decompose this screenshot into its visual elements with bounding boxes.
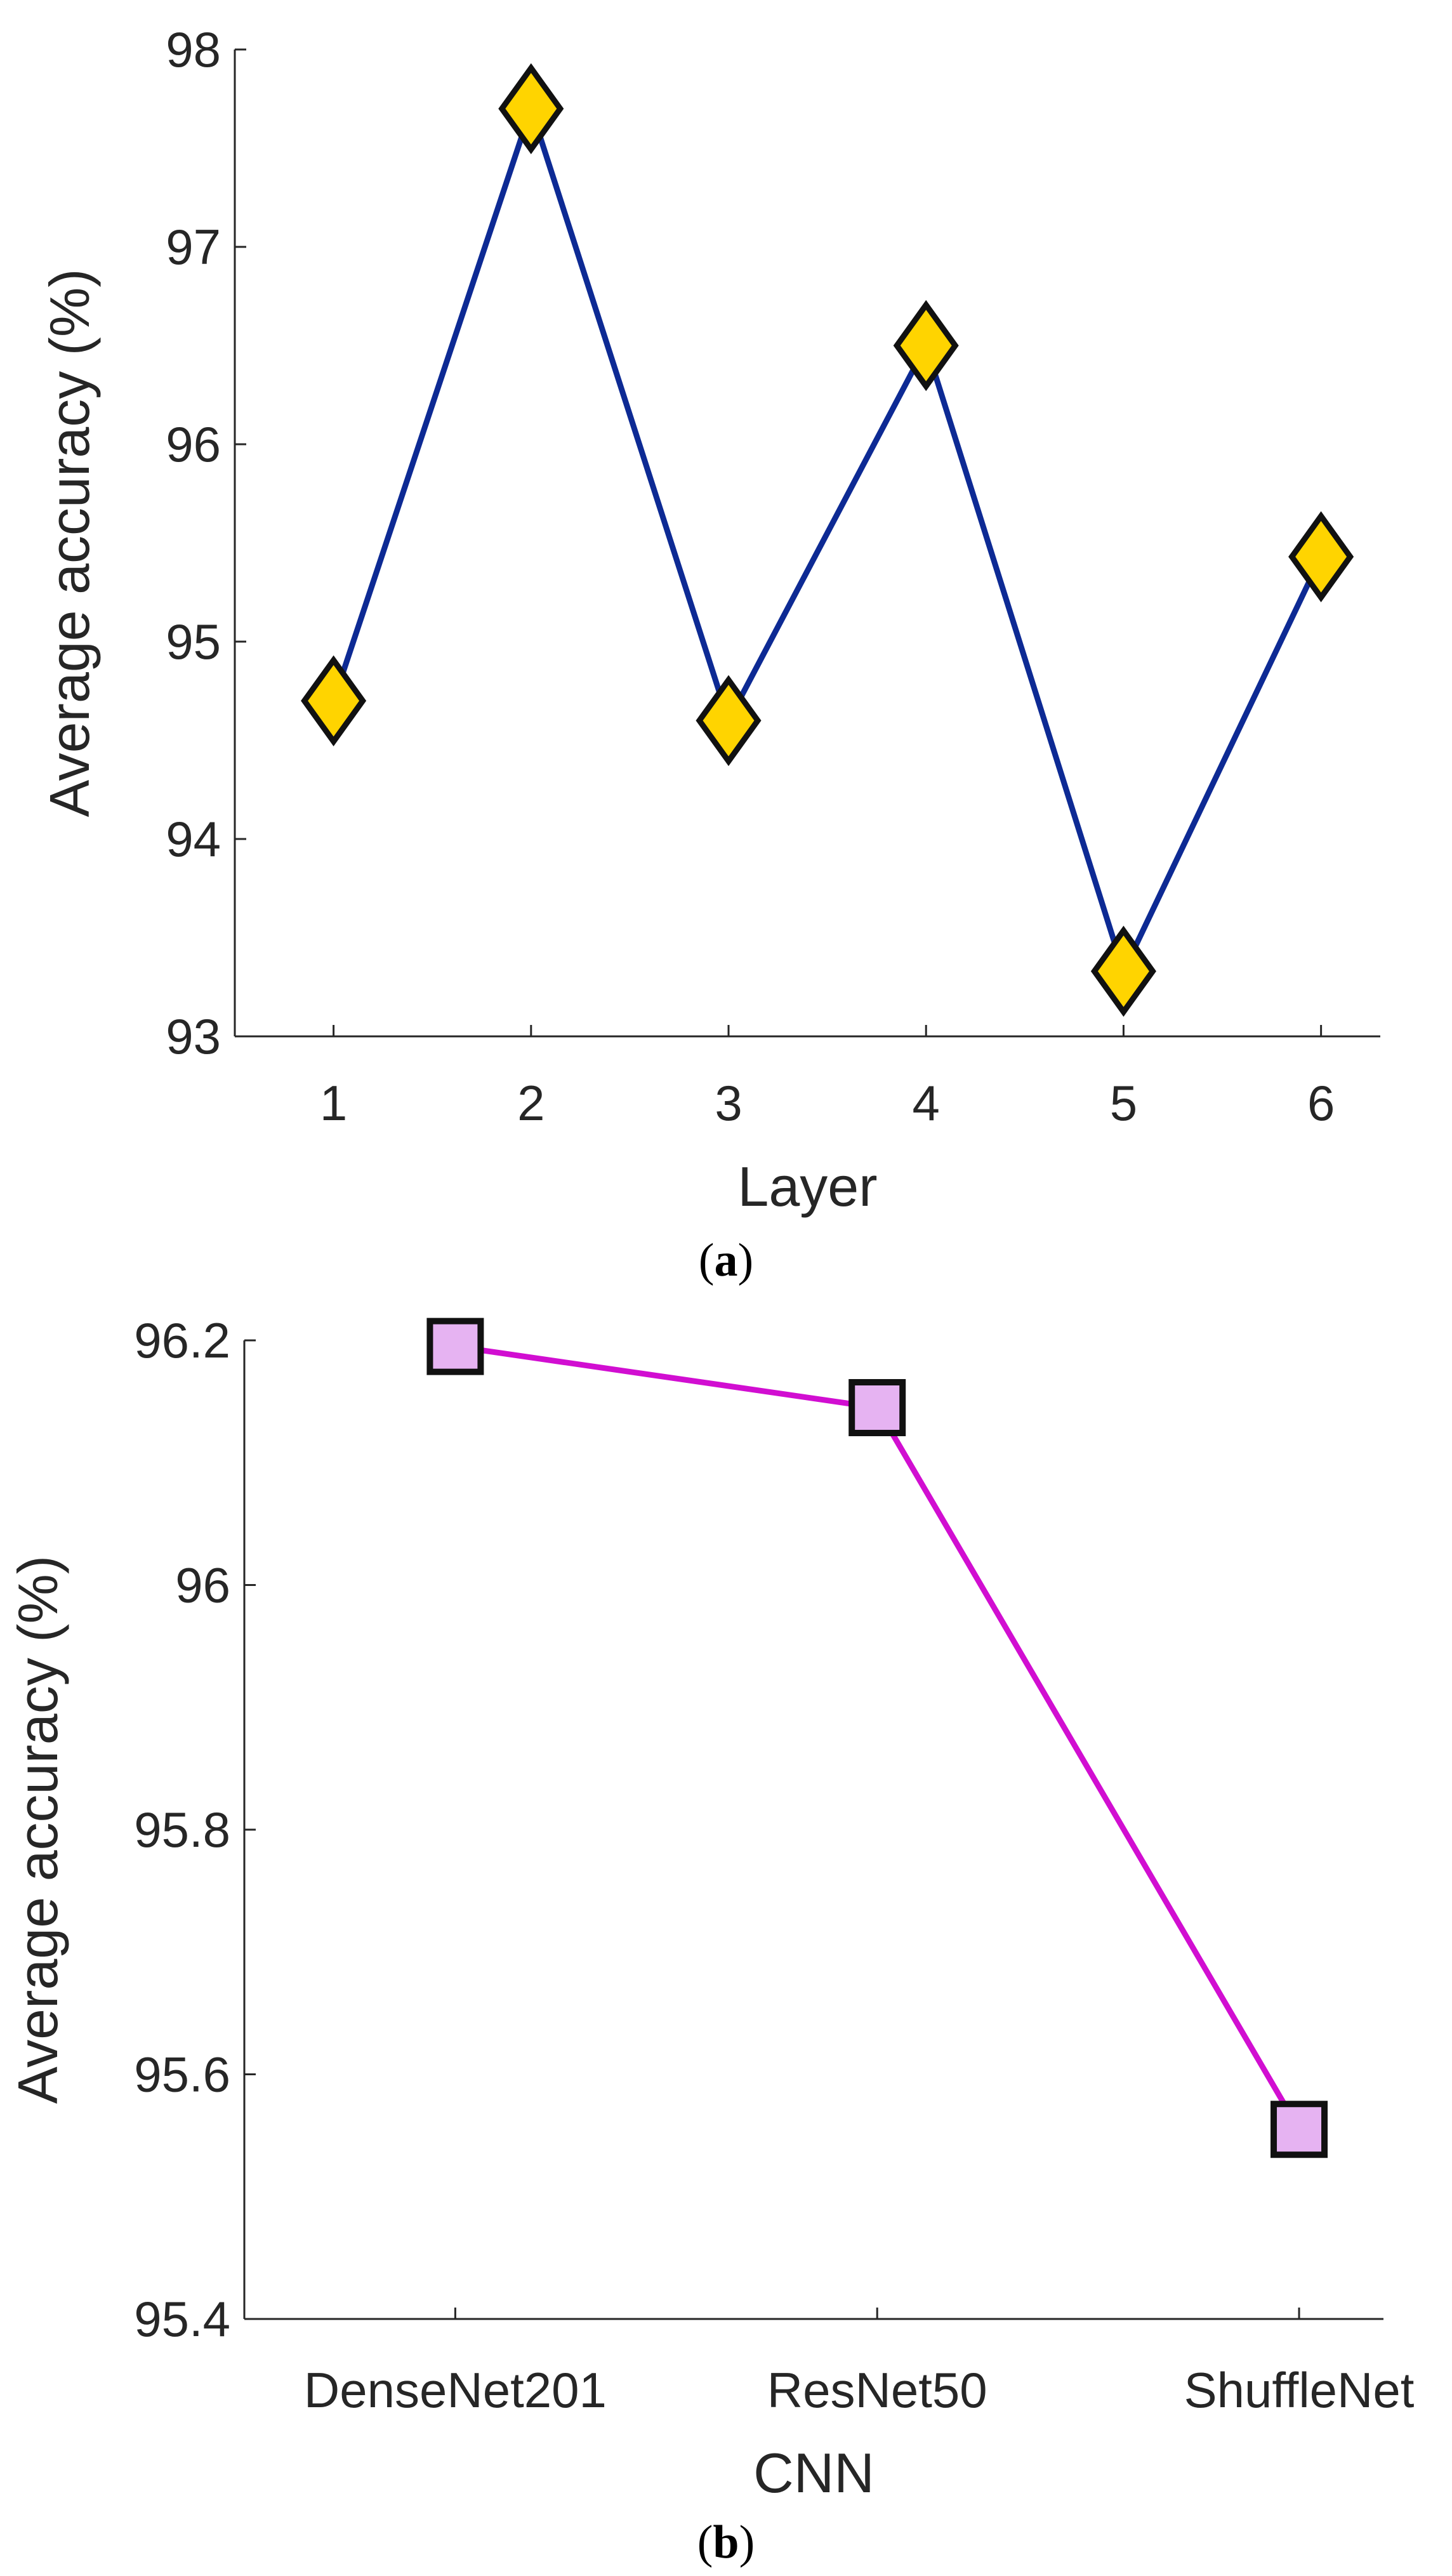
y-tick-label: 98 bbox=[166, 22, 221, 77]
y-tick-label: 95.8 bbox=[134, 1802, 230, 1858]
data-point-square bbox=[848, 1379, 906, 1437]
data-point-diamond bbox=[498, 63, 564, 155]
x-tick-label: ShuffleNet bbox=[1184, 2362, 1415, 2418]
y-tick-label: 96 bbox=[166, 416, 221, 472]
x-tick-label: DenseNet201 bbox=[304, 2362, 607, 2418]
data-point-diamond bbox=[1090, 925, 1156, 1017]
y-tick-label: 95.6 bbox=[134, 2047, 230, 2103]
x-tick-label: 4 bbox=[913, 1075, 940, 1131]
x-axis-title: CNN bbox=[753, 2441, 874, 2504]
data-point-diamond bbox=[696, 675, 762, 767]
panel-b-caption: (b) bbox=[697, 2516, 755, 2568]
x-tick-label: 3 bbox=[715, 1075, 742, 1131]
caption-open-paren-b: ( bbox=[697, 2516, 713, 2568]
y-axis-title: Average accuracy (%) bbox=[38, 268, 101, 817]
y-tick-label: 93 bbox=[166, 1008, 221, 1064]
x-tick-label: 6 bbox=[1307, 1075, 1335, 1131]
data-point-diamond bbox=[1288, 511, 1354, 602]
series-line bbox=[454, 1344, 1302, 2131]
x-tick-label: 5 bbox=[1110, 1075, 1137, 1131]
data-point-square bbox=[426, 1318, 484, 1375]
y-tick-label: 94 bbox=[166, 811, 221, 867]
chart-panel-a: 93 94 95 96 97 98 1 2 3 4 5 6 Layer Average accuracy … bbox=[38, 22, 1380, 1218]
caption-close-paren-b: ) bbox=[739, 2516, 755, 2568]
caption-close-paren-a: ) bbox=[738, 1234, 754, 1286]
y-tick-label: 95 bbox=[166, 614, 221, 670]
caption-letter-a: a bbox=[715, 1234, 738, 1286]
series-line bbox=[331, 105, 1324, 974]
x-axis-title: Layer bbox=[737, 1155, 877, 1218]
y-tick-label: 95.4 bbox=[134, 2291, 230, 2347]
data-point-diamond bbox=[301, 655, 367, 747]
x-tick-label: 2 bbox=[517, 1075, 544, 1131]
chart-panel-b: 95.4 95.6 95.8 96 96.2 DenseNet201 ResNet50 Shu… bbox=[6, 1312, 1415, 2504]
caption-open-paren-a: ( bbox=[699, 1234, 715, 1286]
y-tick-label: 96.2 bbox=[134, 1312, 230, 1368]
y-tick-label: 96 bbox=[175, 1557, 230, 1613]
data-point-diamond bbox=[893, 300, 959, 392]
y-tick-label: 97 bbox=[166, 219, 221, 275]
x-tick-label: 1 bbox=[320, 1075, 347, 1131]
x-tick-label: ResNet50 bbox=[767, 2362, 987, 2418]
y-axis-title: Average accuracy (%) bbox=[6, 1556, 69, 2104]
panel-a-caption: (a) bbox=[699, 1234, 753, 1286]
data-point-square bbox=[1270, 2101, 1328, 2158]
caption-letter-b: b bbox=[713, 2516, 739, 2568]
